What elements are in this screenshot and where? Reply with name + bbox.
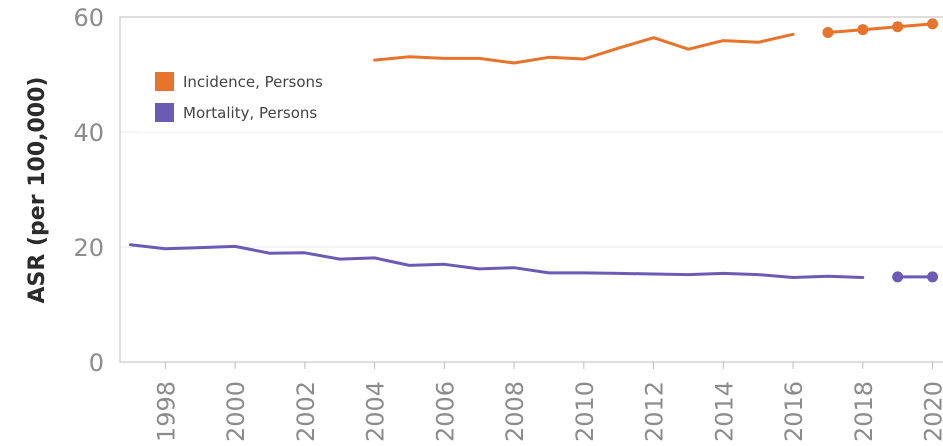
plot-frame xyxy=(119,16,943,363)
series-point-incidence-2020 xyxy=(927,18,939,30)
x-tick-label-2020: 2020 xyxy=(920,381,943,442)
x-tick-label-2002: 2002 xyxy=(292,381,320,442)
legend: Incidence, Persons Mortality, Persons xyxy=(140,56,362,132)
legend-swatch-mortality xyxy=(155,103,174,122)
series-point-incidence-2017 xyxy=(822,27,834,39)
series-line-mortality xyxy=(129,243,865,279)
x-axis-ticks: 1998 2000 2002 2004 2006 2008 2010 2012 2014 2016… xyxy=(152,362,943,442)
legend-label-incidence: Incidence, Persons xyxy=(183,73,323,91)
x-tick-label-2008: 2008 xyxy=(501,381,529,442)
x-tick-label-2012: 2012 xyxy=(641,381,669,442)
x-tick-label-2010: 2010 xyxy=(571,381,599,442)
x-tick-label-2014: 2014 xyxy=(710,381,738,442)
x-tick-label-2000: 2000 xyxy=(222,381,250,442)
series-projection-line-incidence xyxy=(826,22,934,34)
series-point-mortality-2020 xyxy=(927,271,939,283)
legend-label-mortality: Mortality, Persons xyxy=(183,104,317,122)
series-layer xyxy=(129,18,939,283)
series-line-incidence xyxy=(373,32,795,65)
series-point-mortality-2019 xyxy=(892,271,904,283)
y-tick-label-40: 40 xyxy=(73,119,104,147)
x-tick-label-2004: 2004 xyxy=(362,381,390,442)
legend-background xyxy=(140,56,362,132)
x-tick-label-2006: 2006 xyxy=(431,381,459,442)
y-tick-label-20: 20 xyxy=(73,234,104,262)
x-tick-label-1998: 1998 xyxy=(152,381,180,442)
y-axis-label: ASR (per 100,000) xyxy=(25,77,50,304)
series-point-incidence-2019 xyxy=(892,21,904,33)
x-tick-label-2016: 2016 xyxy=(780,381,808,442)
legend-swatch-incidence xyxy=(155,72,174,91)
y-tick-label-0: 0 xyxy=(89,349,104,377)
series-point-incidence-2018 xyxy=(857,24,869,36)
y-tick-label-60: 60 xyxy=(73,4,104,32)
x-tick-label-2018: 2018 xyxy=(850,381,878,442)
y-axis-ticks: 0 20 40 60 xyxy=(73,4,104,377)
